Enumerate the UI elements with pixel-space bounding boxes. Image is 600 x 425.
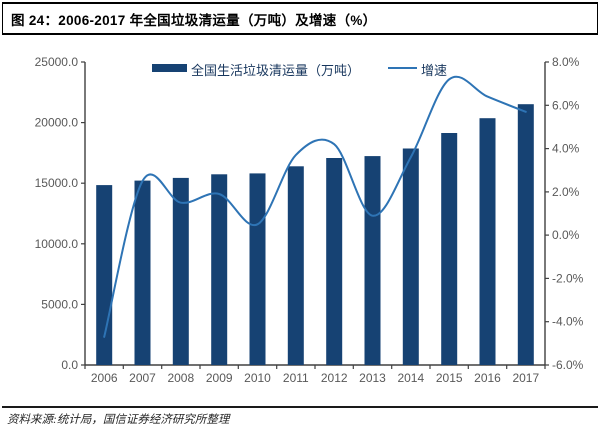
y-axis-left-tick-label: 15000.0 [35, 176, 79, 190]
y-axis-left-tick-label: 25000.0 [35, 55, 79, 69]
y-axis-left-tick-label: 5000.0 [41, 297, 78, 311]
legend-line-label: 增速 [421, 63, 447, 78]
bar-2008 [172, 177, 189, 365]
y-axis-left-tick-label: 10000.0 [35, 237, 79, 251]
x-axis-category-label: 2015 [436, 371, 463, 385]
x-axis-category-label: 2008 [167, 371, 194, 385]
y-axis-right-tick-label: 2.0% [552, 185, 580, 199]
y-axis-right-tick-label: -6.0% [552, 358, 584, 372]
bar-2012 [326, 158, 343, 365]
bar-2016 [479, 118, 496, 365]
y-axis-left-tick-label: 0.0 [61, 358, 78, 372]
bar-2006 [96, 185, 113, 365]
legend-bar-label: 全国生活垃圾清运量（万吨） [191, 63, 360, 78]
bar-2009 [211, 174, 228, 365]
y-axis-right-tick-label: 0.0% [552, 228, 580, 242]
x-axis-category-label: 2016 [474, 371, 501, 385]
bar-2013 [364, 156, 381, 365]
x-axis-category-label: 2011 [283, 371, 309, 385]
growth-line [103, 75, 527, 338]
x-axis-category-label: 2010 [244, 371, 271, 385]
x-axis-category-label: 2014 [397, 371, 424, 385]
bar-2011 [287, 166, 304, 365]
bar-2010 [249, 173, 266, 365]
y-axis-right-tick-label: -2.0% [552, 271, 584, 285]
x-axis-category-label: 2013 [359, 371, 386, 385]
y-axis-right-tick-label: 4.0% [552, 142, 580, 156]
x-axis-category-label: 2007 [129, 371, 156, 385]
source-note: 资料来源:统计局，国信证券经济研究所整理 [2, 406, 598, 425]
chart-canvas: 0.0 5000.0 10000.0 15000.0 20000.0 25000.0 -6.… [35, 55, 584, 385]
figure-title: 图 24：2006-2017 年全国垃圾清运量（万吨）及增速（%） [2, 2, 598, 35]
y-axis-right-tick-label: -4.0% [552, 315, 584, 329]
bar-2014 [402, 148, 419, 365]
x-axis-category-label: 2006 [91, 371, 118, 385]
x-axis-category-label: 2017 [512, 371, 539, 385]
y-axis-left-tick-label: 20000.0 [35, 116, 79, 130]
legend-bar-swatch [152, 64, 187, 72]
bar-2007 [134, 180, 151, 365]
x-axis-category-label: 2012 [321, 371, 348, 385]
y-axis-right-tick-label: 6.0% [552, 98, 580, 112]
bar-2017 [517, 104, 534, 365]
bar-2015 [441, 133, 458, 365]
x-axis-category-label: 2009 [206, 371, 233, 385]
y-axis-right-tick-label: 8.0% [552, 55, 580, 69]
